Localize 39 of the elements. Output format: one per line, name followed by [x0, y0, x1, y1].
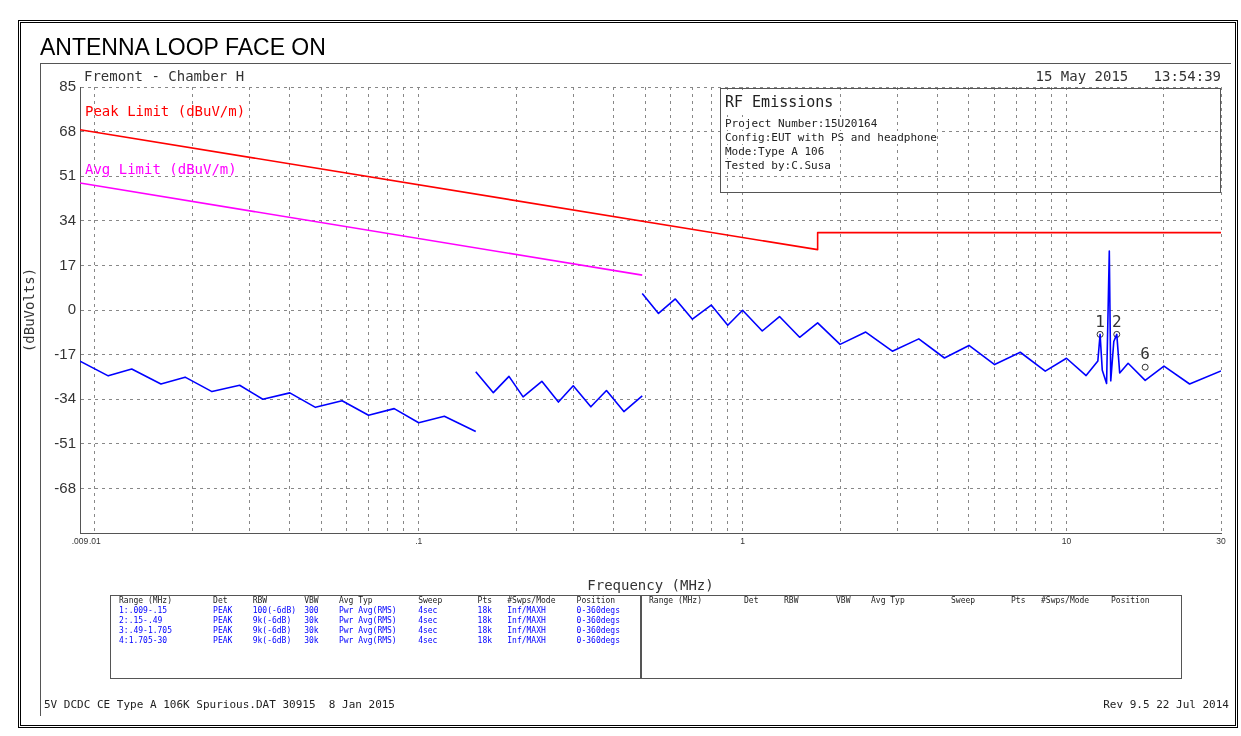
- annotation: Tested by:C.Susa: [725, 159, 831, 172]
- x-tick-label: .01: [88, 536, 101, 547]
- y-tick-label: 68: [59, 121, 76, 139]
- annotation: Config:EUT with PS and headphone: [725, 131, 937, 144]
- chart-subtitle: Fremont - Chamber H: [84, 68, 245, 84]
- y-tick-label: -51: [54, 433, 76, 451]
- text: Range (MHz) Det RBW VBW Avg Typ Sweep Pts #Swps/Mode Position: [649, 596, 1150, 605]
- text: 2:.15-.49 PEAK 9k(-6dB) 30k Pwr Avg(RMS) 4sec 18k Inf/MAXH 0-360degs: [119, 616, 620, 625]
- text: 5V DCDC CE Type A 106K Spurious.DAT 30915 8 Jan 2015: [44, 698, 395, 711]
- series-label: Avg Limit (dBuV/m): [85, 160, 237, 177]
- annotation: Mode:Type A 106: [725, 145, 825, 158]
- y-tick-label: 0: [67, 300, 76, 318]
- y-tick-label: -34: [54, 389, 76, 407]
- x-tick-label: 30: [1216, 536, 1226, 547]
- text: Range (MHz) Det RBW VBW Avg Typ Sweep Pts #Swps/Mode Position: [119, 596, 616, 605]
- text: 4:1.705-30 PEAK 9k(-6dB) 30k Pwr Avg(RMS) 4sec 18k Inf/MAXH 0-360degs: [119, 636, 620, 645]
- text: Rev 9.5 22 Jul 2014: [1103, 698, 1229, 711]
- y-tick-label: -17: [54, 344, 76, 362]
- annotation: 1: [1095, 311, 1105, 331]
- y-tick-label: 34: [59, 210, 76, 228]
- x-tick-label: 10: [1061, 536, 1072, 547]
- x-tick-label: .1: [415, 536, 423, 547]
- x-tick-label: 1: [740, 536, 746, 547]
- x-tick-label: .009: [71, 536, 89, 547]
- annotation: Project Number:15U20164: [725, 117, 878, 130]
- y-axis-title: (dBuVolts): [21, 267, 38, 353]
- x-axis-title: Frequency (MHz): [587, 577, 714, 594]
- y-tick-label: 51: [59, 166, 76, 184]
- text: 1:.009-.15 PEAK 100(-6dB) 300 Pwr Avg(RMS) 4sec 18k Inf/MAXH 0-360degs: [119, 606, 620, 615]
- y-tick-label: 17: [59, 255, 76, 273]
- y-tick-label: -68: [54, 478, 76, 496]
- text: 3:.49-1.705 PEAK 9k(-6dB) 30k Pwr Avg(RMS) 4sec 18k Inf/MAXH 0-360degs: [119, 626, 620, 635]
- annotation: 2: [1111, 311, 1122, 331]
- text: 15 May 2015 13:54:39: [1035, 68, 1221, 84]
- series-label: Peak Limit (dBuV/m): [85, 103, 246, 120]
- annotation: RF Emissions: [725, 93, 834, 111]
- annotation: 6: [1140, 344, 1150, 364]
- y-tick-label: 85: [59, 77, 76, 95]
- chart-title: ANTENNA LOOP FACE ON: [40, 34, 326, 61]
